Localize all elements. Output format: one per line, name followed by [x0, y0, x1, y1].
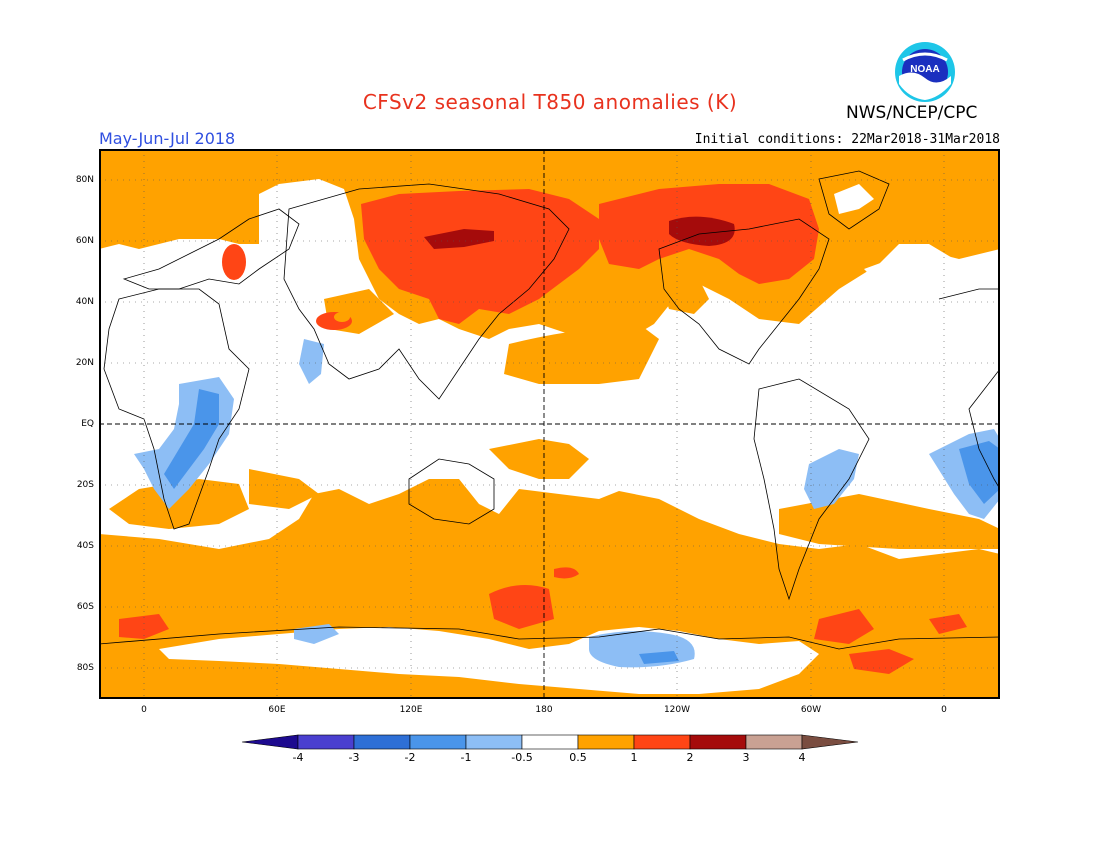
colorbar-cell	[689, 734, 747, 750]
colorbar-cell	[353, 734, 411, 750]
anomaly-map	[99, 149, 1000, 699]
lon-label-0-east: 0	[941, 705, 947, 715]
lon-label-60w: 60W	[800, 705, 822, 715]
colorbar-label: -1	[460, 751, 472, 764]
colorbar-cell	[297, 734, 355, 750]
colorbar-label: -4	[292, 751, 304, 764]
colorbar-label: 0.5	[569, 751, 587, 764]
colorbar-label: -2	[404, 751, 416, 764]
lat-label-eq: EQ	[81, 419, 94, 429]
lat-label-80s: 80S	[76, 663, 94, 673]
colorbar-cell	[577, 734, 635, 750]
colorbar-label: 3	[742, 751, 750, 764]
coastlines	[99, 170, 1000, 650]
agency-label: NWS/NCEP/CPC	[846, 103, 978, 123]
graticule	[99, 149, 1000, 699]
anomaly-region-siberia-core	[424, 229, 494, 249]
anomaly-region-siberia	[361, 189, 599, 324]
colorbar-cell	[409, 734, 467, 750]
colorbar-label: 1	[630, 751, 638, 764]
colorbar-cell	[465, 734, 523, 750]
colorbar-arrow-low	[241, 734, 299, 750]
lon-label-120e: 120E	[399, 705, 423, 715]
colorbar-label: -0.5	[511, 751, 533, 764]
colorbar-cell	[745, 734, 803, 750]
noaa-logo-text: NOAA	[910, 64, 939, 75]
lat-label-80n: 80N	[75, 175, 94, 185]
anomaly-region-south-america-cool	[804, 449, 859, 509]
colorbar-label: 2	[686, 751, 694, 764]
map-frame	[99, 149, 1000, 699]
lon-label-0: 0	[141, 705, 147, 715]
initial-conditions-label: Initial conditions: 22Mar2018-31Mar2018	[694, 132, 1000, 147]
lat-label-20s: 20S	[76, 480, 94, 490]
colorbar-label: 4	[798, 751, 806, 764]
colorbar-cell	[633, 734, 691, 750]
colorbar-label: -3	[348, 751, 360, 764]
chart-title: CFSv2 seasonal T850 anomalies (K)	[362, 90, 738, 114]
lat-label-40n: 40N	[75, 297, 94, 307]
season-label: May-Jun-Jul 2018	[99, 129, 236, 148]
lon-label-180: 180	[535, 705, 553, 715]
colorbar-cell	[521, 734, 579, 750]
lat-label-40s: 40S	[76, 541, 94, 551]
noaa-logo: NOAA	[895, 42, 955, 102]
lat-label-60s: 60S	[76, 602, 94, 612]
colorbar	[241, 734, 859, 750]
lon-label-60e: 60E	[268, 705, 286, 715]
lat-label-20n: 20N	[75, 358, 94, 368]
colorbar-arrow-high	[801, 734, 859, 750]
lat-label-60n: 60N	[75, 236, 94, 246]
lon-label-120w: 120W	[663, 705, 691, 715]
